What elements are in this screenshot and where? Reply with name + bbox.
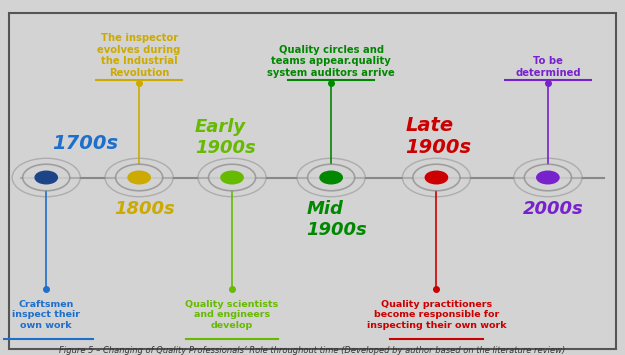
Text: Mid
1900s: Mid 1900s (306, 200, 367, 239)
Circle shape (12, 158, 80, 197)
Text: Late
1900s: Late 1900s (406, 115, 472, 157)
Circle shape (35, 171, 58, 184)
Circle shape (402, 158, 471, 197)
Text: 1800s: 1800s (114, 200, 175, 218)
Circle shape (209, 164, 256, 191)
Circle shape (22, 164, 70, 191)
Text: 1700s: 1700s (52, 134, 119, 153)
Circle shape (524, 164, 571, 191)
Text: Quality practitioners
become responsible for
inspecting their own work: Quality practitioners become responsible… (367, 300, 506, 329)
Text: Craftsmen
inspect their
own work: Craftsmen inspect their own work (12, 300, 80, 329)
Circle shape (105, 158, 173, 197)
Text: Early
1900s: Early 1900s (195, 118, 256, 157)
Text: Quality circles and
teams appear.quality
system auditors arrive: Quality circles and teams appear.quality… (268, 45, 395, 78)
Circle shape (116, 164, 162, 191)
Circle shape (308, 164, 354, 191)
Circle shape (425, 171, 448, 184)
Circle shape (320, 171, 342, 184)
Text: Quality scientists
and engineers
develop: Quality scientists and engineers develop (186, 300, 279, 329)
Circle shape (514, 158, 582, 197)
Circle shape (537, 171, 559, 184)
Circle shape (221, 171, 243, 184)
Circle shape (297, 158, 365, 197)
Text: To be
determined: To be determined (515, 56, 581, 78)
Circle shape (413, 164, 460, 191)
Text: The inspector
evolves during
the Industrial
Revolution: The inspector evolves during the Industr… (98, 33, 181, 78)
Circle shape (198, 158, 266, 197)
Text: 2000s: 2000s (523, 200, 584, 218)
Text: Figure 5 – Changing of Quality Professionals’ Role throughout time (Developed by: Figure 5 – Changing of Quality Professio… (59, 346, 566, 355)
Circle shape (128, 171, 150, 184)
